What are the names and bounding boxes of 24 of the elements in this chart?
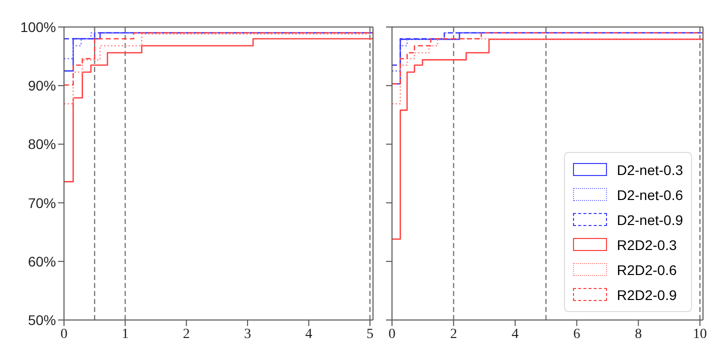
x-tick-label: 0 [388,326,396,342]
x-tick-label: 8 [634,326,642,342]
y-tick-label: 100% [20,18,56,35]
legend-label: D2-net-0.6 [616,186,683,202]
x-tick-label: 4 [512,326,519,342]
y-tick-label: 70% [28,194,56,211]
x-tick-label: 5 [366,326,374,342]
y-tick-label: 50% [28,312,56,328]
y-tick-label: 90% [28,78,56,94]
y-tick-label: 80% [28,136,56,152]
x-tick-label: 10 [692,326,707,342]
x-tick-label: 1 [122,326,129,342]
legend-label: R2D2-0.9 [616,286,677,302]
legend-label: D2-net-0.9 [616,212,683,228]
x-tick-label: 4 [305,326,312,342]
legend-label: R2D2-0.6 [616,262,677,278]
x-tick-label: 6 [573,326,580,342]
x-tick-label: 0 [60,326,68,342]
x-tick-label: 3 [244,326,252,342]
legend-label: D2-net-0.3 [616,162,683,178]
x-tick-label: 2 [182,326,190,342]
y-tick-label: 60% [28,253,56,270]
x-tick-label: 2 [450,326,458,342]
legend-label: R2D2-0.3 [616,236,677,252]
